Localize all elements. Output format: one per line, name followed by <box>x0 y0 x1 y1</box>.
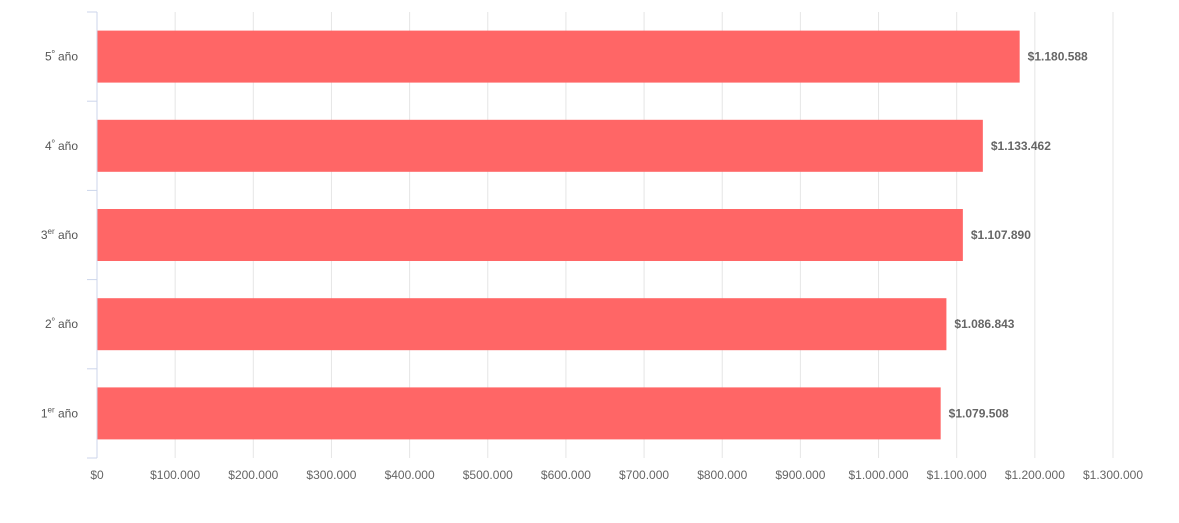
x-tick-label: $0 <box>90 468 104 482</box>
x-tick-label: $1.000.000 <box>849 468 909 482</box>
x-tick-label: $100.000 <box>150 468 200 482</box>
x-tick-label: $900.000 <box>775 468 825 482</box>
data-labels: $1.180.588 $1.133.462 $1.107.890 $1.086.843… <box>949 50 1088 421</box>
y-axis-category-labels: 5º año 4º año 3er año 2º año 1er año <box>41 49 78 421</box>
x-tick-label: $1.200.000 <box>1005 468 1065 482</box>
y-axis <box>87 11 98 459</box>
bar[interactable] <box>97 209 963 261</box>
bar[interactable] <box>97 298 947 351</box>
x-tick-label: $800.000 <box>697 468 747 482</box>
x-tick-label: $600.000 <box>541 468 591 482</box>
bar[interactable] <box>97 387 941 440</box>
y-category-label: 3er año <box>41 227 78 242</box>
y-category-label: 5º año <box>45 49 78 64</box>
x-tick-label: $500.000 <box>463 468 513 482</box>
x-tick-label: $300.000 <box>306 468 356 482</box>
data-label: $1.133.462 <box>991 139 1051 153</box>
y-category-label: 4º año <box>45 138 78 153</box>
x-tick-label: $700.000 <box>619 468 669 482</box>
y-category-label: 1er año <box>41 405 78 420</box>
x-axis-tick-labels: $0 $100.000 $200.000 $300.000 $400.000 $500.0… <box>90 468 1143 482</box>
x-tick-label: $400.000 <box>385 468 435 482</box>
data-label: $1.180.588 <box>1028 50 1088 64</box>
x-tick-label: $200.000 <box>228 468 278 482</box>
bar[interactable] <box>97 119 983 172</box>
bars <box>97 30 1020 440</box>
x-tick-label: $1.100.000 <box>927 468 987 482</box>
bar[interactable] <box>97 30 1020 83</box>
data-label: $1.107.890 <box>971 228 1031 242</box>
x-tick-label: $1.300.000 <box>1083 468 1143 482</box>
y-category-label: 2º año <box>45 316 78 331</box>
data-label: $1.079.508 <box>949 406 1009 420</box>
data-label: $1.086.843 <box>954 317 1014 331</box>
